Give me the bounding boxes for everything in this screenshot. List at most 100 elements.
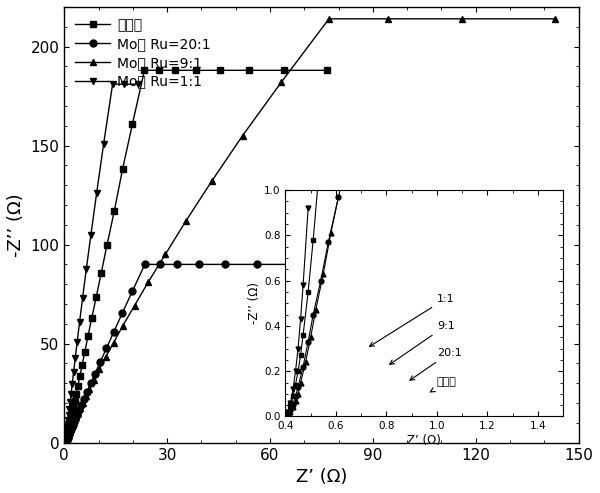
不含钓 <box>62 439 70 445</box>
Mo： Ru=20:1 <box>64 436 71 442</box>
Mo： Ru=20:1 <box>62 439 70 445</box>
Mo： Ru=9:1 <box>66 429 73 435</box>
不含钓 <box>65 427 72 433</box>
Mo： Ru=1:1 <box>62 439 70 445</box>
Mo： Ru=9:1 <box>325 16 332 22</box>
Mo： Ru=1:1 <box>62 439 70 445</box>
不含钓 <box>62 439 70 445</box>
Mo： Ru=1:1 <box>79 295 86 301</box>
Mo： Ru=9:1 <box>71 418 78 423</box>
不含钓 <box>92 294 100 300</box>
Mo： Ru=9:1 <box>68 423 76 429</box>
Mo： Ru=9:1 <box>62 439 70 445</box>
Mo： Ru=20:1 <box>77 402 85 408</box>
Mo： Ru=9:1 <box>64 434 71 440</box>
Mo： Ru=20:1 <box>62 438 70 444</box>
不含钓 <box>63 433 70 439</box>
不含钓 <box>65 423 73 429</box>
Mo： Ru=1:1 <box>93 190 100 196</box>
Mo： Ru=20:1 <box>67 426 74 432</box>
Mo： Ru=20:1 <box>65 433 72 439</box>
Mo： Ru=1:1 <box>62 435 70 441</box>
Mo： Ru=20:1 <box>64 435 71 441</box>
Y-axis label: -Z’’ (Ω): -Z’’ (Ω) <box>7 193 25 256</box>
Mo： Ru=9:1 <box>73 414 80 420</box>
Mo： Ru=9:1 <box>62 440 69 446</box>
Mo： Ru=20:1 <box>68 424 76 430</box>
Mo： Ru=1:1 <box>62 439 70 445</box>
Mo： Ru=9:1 <box>385 16 392 22</box>
Mo： Ru=9:1 <box>82 393 89 399</box>
Mo： Ru=9:1 <box>102 354 109 360</box>
不含钓 <box>62 439 70 445</box>
Mo： Ru=20:1 <box>129 288 136 294</box>
Mo： Ru=1:1 <box>65 412 73 418</box>
Mo： Ru=20:1 <box>292 261 299 267</box>
Mo： Ru=9:1 <box>239 133 246 139</box>
Mo： Ru=20:1 <box>174 261 181 267</box>
Legend: 不含钓, Mo： Ru=20:1, Mo： Ru=9:1, Mo： Ru=1:1: 不含钓, Mo： Ru=20:1, Mo： Ru=9:1, Mo： Ru=1:1 <box>71 14 215 93</box>
Mo： Ru=9:1 <box>162 251 169 257</box>
Line: Mo： Ru=1:1: Mo： Ru=1:1 <box>62 81 141 446</box>
Mo： Ru=9:1 <box>79 400 86 406</box>
Mo： Ru=9:1 <box>76 405 83 411</box>
Line: Mo： Ru=20:1: Mo： Ru=20:1 <box>62 261 346 446</box>
Mo： Ru=9:1 <box>70 421 77 426</box>
Mo： Ru=20:1 <box>70 419 77 425</box>
Mo： Ru=1:1 <box>68 390 75 396</box>
Mo： Ru=1:1 <box>63 433 70 439</box>
Mo： Ru=9:1 <box>458 16 466 22</box>
Mo： Ru=9:1 <box>62 440 70 446</box>
Mo： Ru=20:1 <box>62 440 69 446</box>
不含钓 <box>76 373 83 379</box>
Mo： Ru=20:1 <box>91 371 98 377</box>
不含钓 <box>192 68 199 73</box>
Mo： Ru=1:1 <box>134 81 141 87</box>
Mo： Ru=20:1 <box>62 439 70 445</box>
Line: 不含钓: 不含钓 <box>62 67 331 446</box>
不含钓 <box>64 429 71 435</box>
Mo： Ru=1:1 <box>74 339 81 345</box>
Mo： Ru=20:1 <box>76 407 83 413</box>
不含钓 <box>62 440 69 446</box>
不含钓 <box>281 68 288 73</box>
Mo： Ru=20:1 <box>103 346 110 352</box>
不含钓 <box>104 242 111 247</box>
Mo： Ru=9:1 <box>62 439 70 445</box>
Mo： Ru=1:1 <box>62 440 69 446</box>
不含钓 <box>66 421 73 426</box>
不含钓 <box>62 437 70 443</box>
Mo： Ru=20:1 <box>87 381 94 387</box>
不含钓 <box>84 334 91 340</box>
Mo： Ru=1:1 <box>65 417 72 423</box>
Mo： Ru=20:1 <box>73 412 80 418</box>
不含钓 <box>98 270 105 276</box>
不含钓 <box>141 68 148 73</box>
Mo： Ru=20:1 <box>62 439 70 445</box>
Mo： Ru=20:1 <box>63 437 70 443</box>
Mo： Ru=9:1 <box>551 16 558 22</box>
Mo： Ru=9:1 <box>62 440 70 446</box>
Mo： Ru=20:1 <box>64 435 71 441</box>
Mo： Ru=9:1 <box>63 438 70 444</box>
不含钓 <box>79 362 86 368</box>
Mo： Ru=20:1 <box>141 261 148 267</box>
Mo： Ru=20:1 <box>63 437 70 443</box>
不含钓 <box>216 68 223 73</box>
Mo： Ru=9:1 <box>64 436 71 442</box>
Mo： Ru=1:1 <box>70 369 77 375</box>
Mo： Ru=1:1 <box>62 440 69 446</box>
Mo： Ru=1:1 <box>83 266 90 272</box>
Mo： Ru=1:1 <box>68 381 76 387</box>
X-axis label: Z’ (Ω): Z’ (Ω) <box>296 468 347 486</box>
Mo： Ru=9:1 <box>65 432 72 438</box>
不含钓 <box>155 68 162 73</box>
Mo： Ru=20:1 <box>80 396 88 402</box>
不含钓 <box>111 208 118 214</box>
Mo： Ru=9:1 <box>182 218 190 224</box>
不含钓 <box>172 68 179 73</box>
Mo： Ru=9:1 <box>67 425 74 431</box>
Mo： Ru=1:1 <box>63 430 70 436</box>
Mo： Ru=20:1 <box>62 439 70 445</box>
Mo： Ru=9:1 <box>63 437 70 443</box>
